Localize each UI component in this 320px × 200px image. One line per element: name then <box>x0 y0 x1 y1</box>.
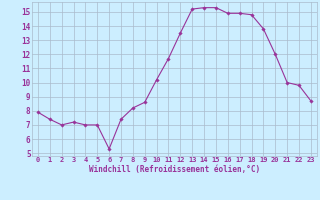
X-axis label: Windchill (Refroidissement éolien,°C): Windchill (Refroidissement éolien,°C) <box>89 165 260 174</box>
